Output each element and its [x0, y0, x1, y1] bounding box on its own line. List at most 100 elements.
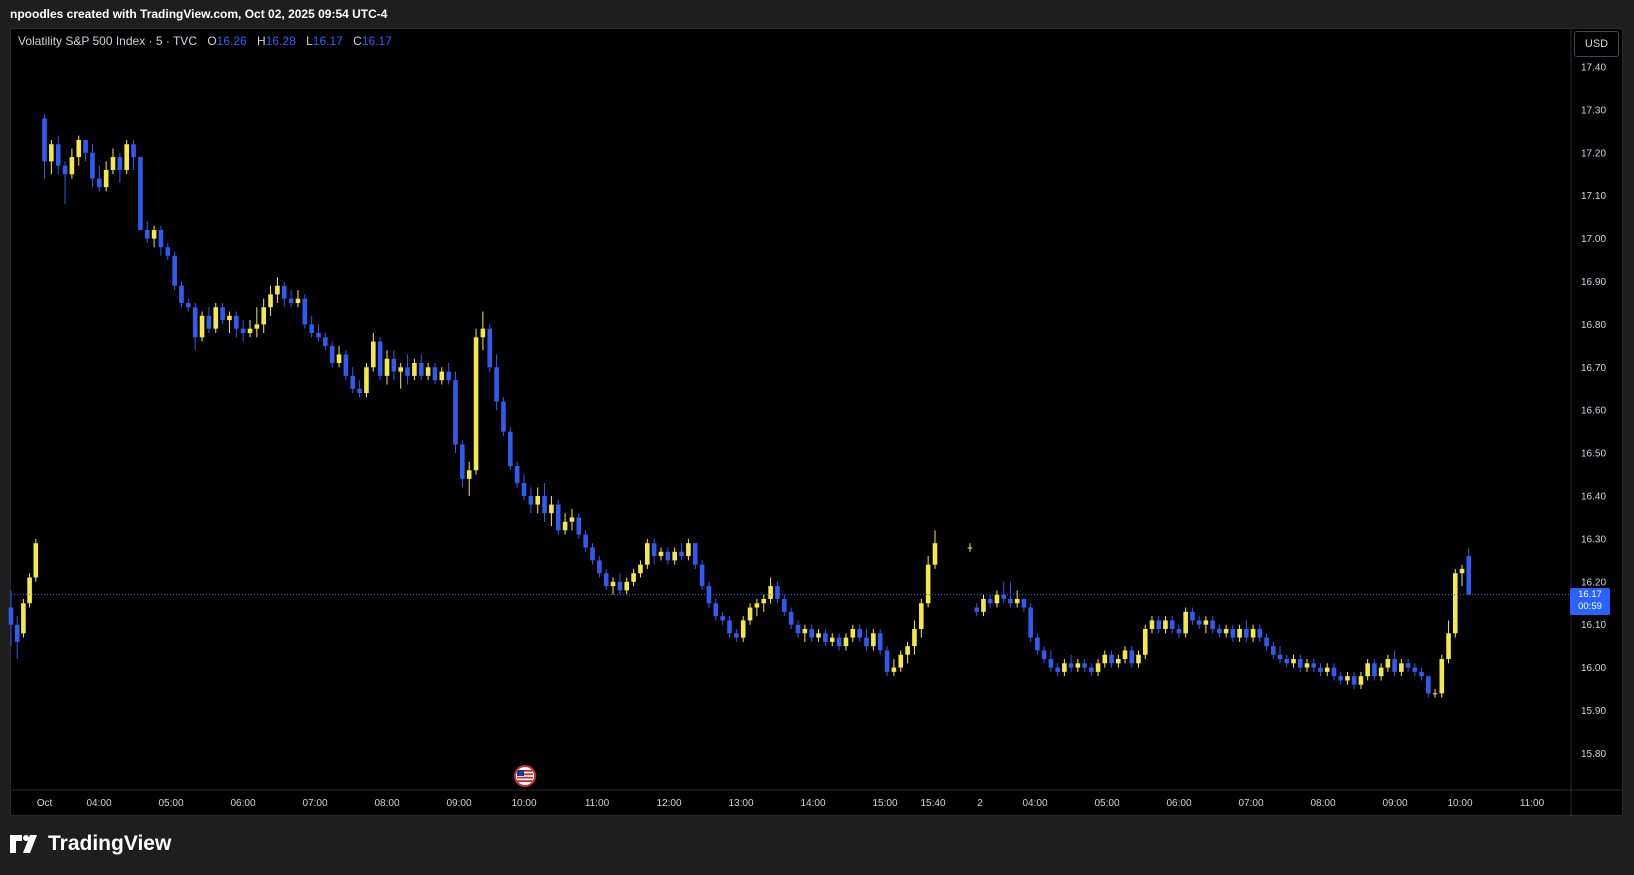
candle [610, 577, 616, 595]
candle [1028, 603, 1033, 642]
currency-button[interactable]: USD [1574, 31, 1619, 57]
candle [597, 556, 602, 578]
price-tick-label: 16.30 [1581, 534, 1606, 545]
us-flag-icon[interactable] [514, 765, 536, 787]
candle [672, 547, 677, 565]
candle [1169, 616, 1175, 634]
candle-body [679, 551, 684, 557]
candle-body [172, 255, 177, 286]
candle-body [350, 375, 356, 389]
candle [754, 598, 760, 617]
candle-body [247, 328, 253, 333]
candle-body [624, 581, 630, 591]
candle [117, 152, 123, 183]
candle [83, 139, 88, 162]
candle [665, 547, 671, 565]
candle [172, 251, 177, 291]
high-value: 16.28 [265, 34, 296, 48]
candle [453, 371, 458, 454]
candle-body [535, 496, 540, 505]
candle-body [261, 307, 266, 325]
candle-body [521, 483, 527, 496]
candle [720, 611, 725, 625]
candle-body [597, 560, 602, 574]
candle-body [1095, 663, 1101, 672]
candle [55, 135, 61, 175]
candle [1176, 624, 1182, 638]
candle-body [391, 358, 397, 372]
candle [213, 302, 219, 333]
candle [1250, 624, 1256, 642]
candle [912, 620, 917, 655]
candle [1163, 616, 1168, 634]
candle [281, 281, 287, 308]
candle-body [816, 633, 821, 638]
candle [1304, 659, 1310, 672]
candle-body [508, 431, 513, 466]
time-tick-label: 09:00 [1382, 798, 1407, 809]
candle [371, 332, 376, 372]
time-tick-label: 2 [977, 798, 983, 809]
candle [1365, 659, 1370, 681]
candle [1115, 654, 1121, 668]
time-tick-label: 05:00 [158, 798, 183, 809]
candle-body [809, 628, 814, 638]
candle-body [1183, 611, 1188, 634]
candle [1035, 633, 1040, 655]
candle [124, 139, 129, 175]
candle-body [1041, 650, 1047, 660]
candle [254, 307, 260, 338]
candle [384, 350, 390, 385]
candle-body [1351, 676, 1357, 685]
candle-body [1142, 628, 1148, 655]
price-tick-label: 16.80 [1581, 320, 1606, 331]
candle-body [1237, 628, 1242, 638]
candle [316, 324, 321, 342]
candle [144, 221, 150, 243]
candle [275, 277, 280, 303]
candle-body [33, 543, 39, 578]
candle-body [1149, 620, 1155, 629]
candle [1446, 620, 1451, 664]
candle-body [309, 324, 314, 333]
candle-body [829, 637, 835, 642]
candle-body [138, 157, 143, 231]
candle-body [1284, 659, 1290, 664]
candle [165, 242, 171, 261]
candle [740, 616, 746, 642]
candle [439, 367, 445, 385]
candle [1136, 650, 1141, 668]
candle-body [699, 564, 705, 587]
time-tick-label: 12:00 [656, 798, 681, 809]
candle [1122, 646, 1128, 664]
candle-body [782, 598, 787, 612]
candle [21, 598, 26, 638]
candle-body [1210, 620, 1215, 629]
candle-body [967, 547, 973, 549]
candle [1338, 671, 1343, 685]
candle [227, 311, 232, 333]
time-tick-label: 15:40 [920, 798, 945, 809]
candle-body [371, 341, 376, 368]
chart-canvas[interactable]: 17.40 17.30 17.20 17.10 17.00 16.90 16.80 16.70… [0, 0, 1634, 816]
candle [14, 616, 20, 660]
candle [62, 161, 68, 205]
time-tick-label: 04:00 [86, 798, 111, 809]
candle-body [768, 586, 773, 599]
candle-body [487, 328, 493, 368]
candle-body [994, 594, 1000, 604]
candle [288, 290, 294, 308]
candle [1210, 616, 1215, 634]
candle-body [466, 470, 472, 479]
candle-body [76, 139, 82, 158]
close-label: C [353, 34, 362, 48]
candle [364, 363, 369, 398]
candle-body [179, 285, 184, 303]
time-tick-label: 09:00 [446, 798, 471, 809]
candle-body [1001, 594, 1006, 599]
candle [850, 624, 856, 642]
high-label: H [257, 34, 266, 48]
candle-body [62, 165, 68, 175]
candle [350, 367, 356, 394]
tradingview-logo[interactable]: TradingView [10, 832, 171, 856]
